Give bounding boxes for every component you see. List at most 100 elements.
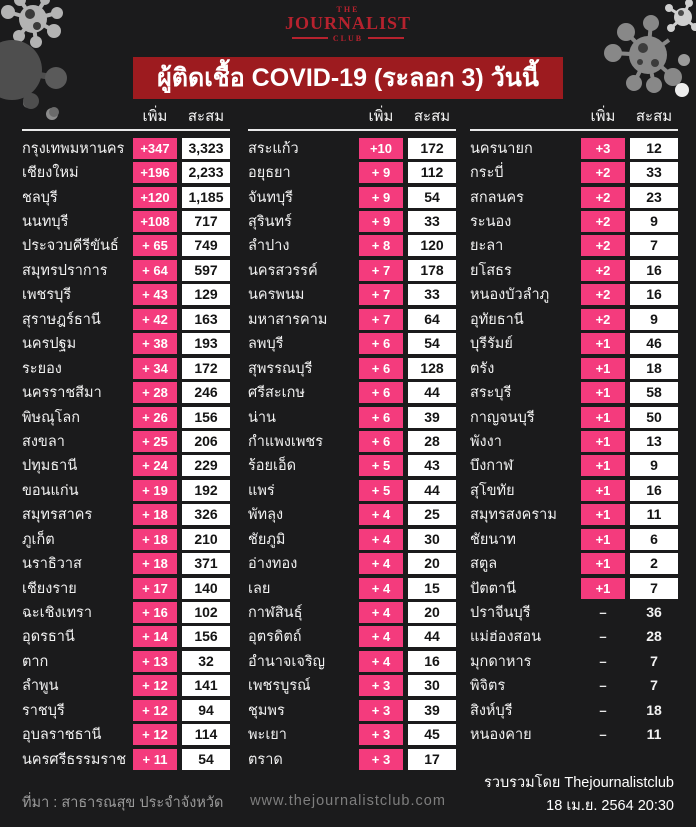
- province-row: กาญจนบุรี +1 50: [470, 405, 678, 429]
- cumulative-value: 54: [408, 333, 456, 355]
- cumulative-value: 163: [182, 308, 230, 330]
- added-badge: + 4: [359, 504, 403, 526]
- added-badge: + 7: [359, 259, 403, 281]
- province-name: สุราษฎร์ธานี: [22, 311, 101, 328]
- added-badge: + 7: [359, 284, 403, 306]
- province-name: ชัยภูมิ: [248, 531, 286, 548]
- province-row: ยโสธร +2 16: [470, 258, 678, 282]
- province-row: นนทบุรี +108 717: [22, 209, 230, 233]
- cumulative-value: 7: [630, 235, 678, 257]
- added-badge: + 12: [133, 675, 177, 697]
- province-name: พะเยา: [248, 727, 287, 744]
- province-name: ชัยนาท: [470, 531, 516, 548]
- cumulative-value: 94: [182, 699, 230, 721]
- province-name: นราธิวาส: [22, 556, 82, 573]
- province-name: เชียงราย: [22, 580, 77, 597]
- province-name: สุโขทัย: [470, 482, 515, 499]
- province-name: บุรีรัมย์: [470, 336, 513, 353]
- added-badge: + 4: [359, 553, 403, 575]
- cumulative-header: สะสม: [187, 107, 225, 125]
- province-name: ระยอง: [22, 360, 62, 377]
- province-name: จันทบุรี: [248, 189, 293, 206]
- province-row: พิษณุโลก + 26 156: [22, 405, 230, 429]
- added-badge: + 19: [133, 479, 177, 501]
- added-badge: +1: [581, 455, 625, 477]
- added-badge: + 4: [359, 626, 403, 648]
- logo-club-row: CLUB: [292, 34, 405, 43]
- cumulative-value: 210: [182, 528, 230, 550]
- added-header: เพิ่ม: [142, 107, 168, 125]
- province-name: ตาก: [22, 653, 49, 670]
- cumulative-value: 717: [182, 211, 230, 233]
- cumulative-value: 9: [630, 308, 678, 330]
- cumulative-value: 141: [182, 675, 230, 697]
- province-row: หนองบัวลำภู +2 16: [470, 283, 678, 307]
- cumulative-value: 597: [182, 259, 230, 281]
- province-name: นครสวรรค์: [248, 262, 318, 279]
- province-name: ปราจีนบุรี: [470, 605, 531, 622]
- province-name: ตรัง: [470, 360, 495, 377]
- cumulative-value: 20: [408, 553, 456, 575]
- province-row: กาฬสินธุ์ + 4 20: [248, 600, 456, 624]
- cumulative-value: 749: [182, 235, 230, 257]
- added-badge: + 11: [133, 748, 177, 770]
- province-name: แพร่: [248, 482, 275, 499]
- province-row: เชียงราย + 17 140: [22, 576, 230, 600]
- added-badge: +2: [581, 211, 625, 233]
- province-name: อยุธยา: [248, 165, 291, 182]
- province-row: ร้อยเอ็ด + 5 43: [248, 454, 456, 478]
- cumulative-value: 44: [408, 479, 456, 501]
- province-row: อุทัยธานี +2 9: [470, 307, 678, 331]
- province-row: ลำพูน + 12 141: [22, 674, 230, 698]
- province-name: เพชรบูรณ์: [248, 678, 311, 695]
- added-badge: + 6: [359, 357, 403, 379]
- province-row: สกลนคร +2 23: [470, 185, 678, 209]
- province-name: น่าน: [248, 409, 276, 426]
- cumulative-value: 114: [182, 724, 230, 746]
- province-row: ศรีสะเกษ + 6 44: [248, 380, 456, 404]
- footer-credit-text: รวบรวมโดย Thejournalistclub: [484, 775, 674, 791]
- province-name: แม่ฮ่องสอน: [470, 629, 542, 646]
- province-row: พิจิตร – 7: [470, 674, 678, 698]
- province-row: ชุมพร + 3 39: [248, 698, 456, 722]
- column-header: เพิ่ม สะสม: [470, 105, 678, 126]
- province-column-3: เพิ่ม สะสม นครนายก +3 12 กระบี่ +2 33 สกลนคร +2…: [470, 105, 678, 747]
- added-badge: +3: [581, 137, 625, 159]
- added-badge: + 4: [359, 528, 403, 550]
- province-name: อุดรธานี: [22, 629, 75, 646]
- added-badge: + 65: [133, 235, 177, 257]
- added-badge: + 18: [133, 528, 177, 550]
- province-name: ชุมพร: [248, 702, 285, 719]
- province-row: สมุทรสงคราม +1 11: [470, 503, 678, 527]
- cumulative-value: 11: [630, 504, 678, 526]
- province-column-1: เพิ่ม สะสม กรุงเทพมหานคร +347 3,323 เชียงให…: [22, 105, 230, 771]
- logo-rule-left: [292, 37, 328, 40]
- cumulative-value: 1,185: [182, 186, 230, 208]
- added-badge: + 38: [133, 333, 177, 355]
- province-name: เพชรบุรี: [22, 287, 72, 304]
- province-row: ขอนแก่น + 19 192: [22, 478, 230, 502]
- province-name: ภูเก็ต: [22, 531, 55, 548]
- cumulative-value: 12: [630, 137, 678, 159]
- added-badge: +196: [133, 162, 177, 184]
- province-name: ลำปาง: [248, 238, 290, 255]
- province-name: พังงา: [470, 433, 502, 450]
- added-badge: + 25: [133, 430, 177, 452]
- province-row: สิงห์บุรี – 18: [470, 698, 678, 722]
- cumulative-value: 140: [182, 577, 230, 599]
- province-row: สุรินทร์ + 9 33: [248, 209, 456, 233]
- province-row: เพชรบูรณ์ + 3 30: [248, 674, 456, 698]
- added-header: เพิ่ม: [368, 107, 394, 125]
- province-name: มุกดาหาร: [470, 653, 532, 670]
- cumulative-value: 129: [182, 284, 230, 306]
- added-dash: –: [599, 605, 607, 621]
- added-badge: + 3: [359, 699, 403, 721]
- province-row: สงขลา + 25 206: [22, 429, 230, 453]
- column-header: เพิ่ม สะสม: [248, 105, 456, 126]
- province-name: หนองบัวลำภู: [470, 287, 550, 304]
- province-row: ราชบุรี + 12 94: [22, 698, 230, 722]
- journalist-club-logo: THE JOURNALIST CLUB: [0, 5, 696, 43]
- province-name: อุบลราชธานี: [22, 727, 102, 744]
- added-badge: + 12: [133, 724, 177, 746]
